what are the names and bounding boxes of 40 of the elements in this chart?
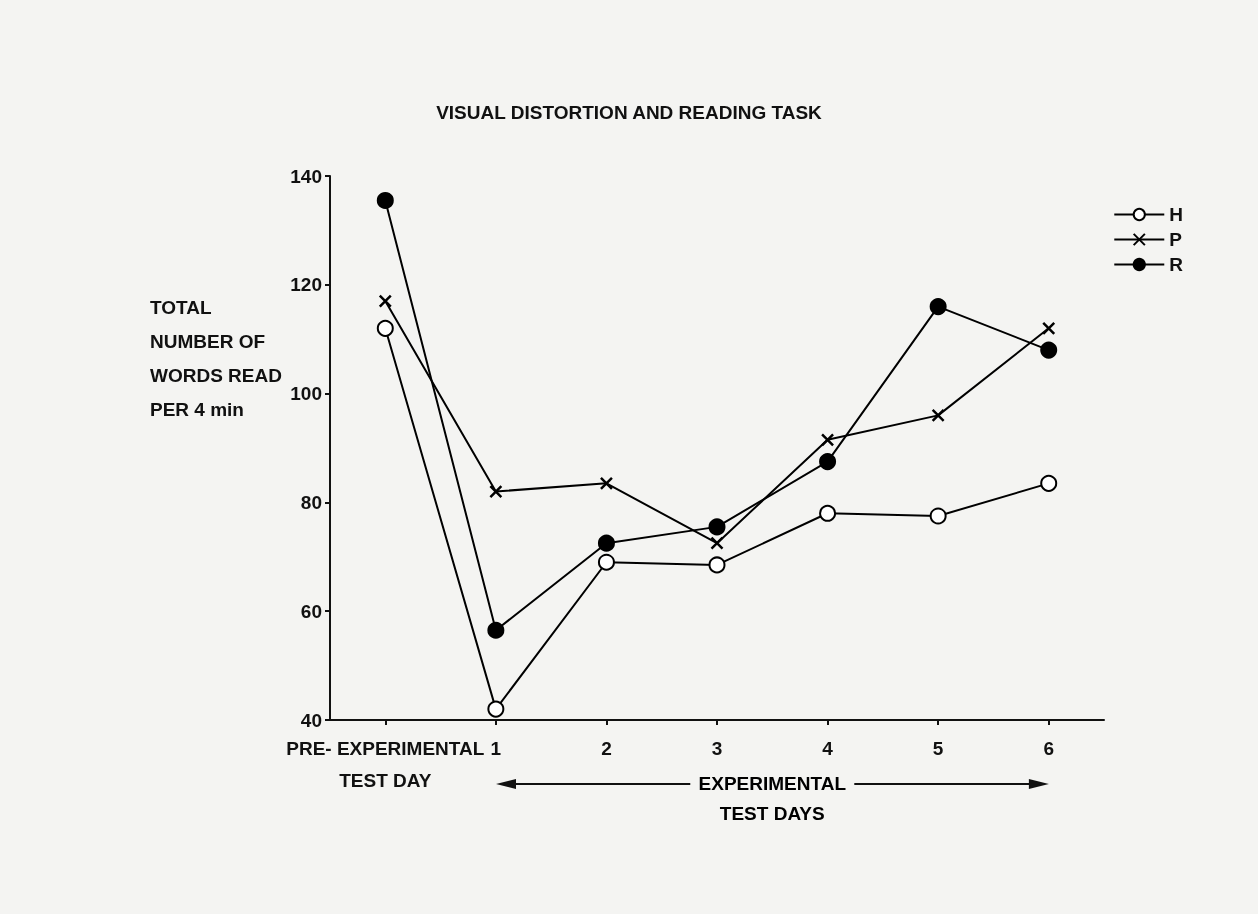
point bbox=[597, 534, 615, 552]
chart-title: VISUAL DISTORTION AND READING TASK bbox=[436, 102, 823, 123]
point bbox=[1040, 341, 1058, 359]
point bbox=[376, 319, 394, 337]
x-tick-label: 3 bbox=[711, 737, 723, 759]
point bbox=[708, 556, 726, 574]
point bbox=[599, 476, 614, 491]
point bbox=[378, 294, 393, 308]
x-tick-label: 1 bbox=[490, 737, 502, 759]
point bbox=[1040, 474, 1058, 492]
y-tick-label: 60 bbox=[300, 600, 322, 622]
y-tick-label: 120 bbox=[290, 274, 322, 296]
point bbox=[489, 484, 503, 499]
y-axis-title: TOTAL NUMBER OF WORDS READ PER 4 min bbox=[150, 296, 282, 420]
point bbox=[819, 504, 837, 522]
x-tick-label: 2 bbox=[601, 737, 612, 759]
point bbox=[376, 191, 394, 209]
legend-label: H bbox=[1169, 204, 1184, 225]
point bbox=[710, 536, 724, 550]
point bbox=[487, 700, 505, 718]
y-tick-label: 80 bbox=[300, 491, 322, 513]
y-tick-label: 40 bbox=[300, 709, 322, 731]
point bbox=[929, 507, 947, 525]
x-axis-title: EXPERIMENTAL TEST DAYS bbox=[690, 769, 854, 829]
x-tick-label: PRE- EXPERIMENTAL TEST DAY bbox=[286, 737, 485, 791]
point bbox=[597, 553, 615, 571]
point bbox=[487, 621, 505, 639]
point bbox=[708, 518, 726, 536]
point bbox=[931, 408, 945, 423]
x-tick-label: 6 bbox=[1043, 737, 1054, 759]
x-tick-label: 4 bbox=[822, 737, 834, 759]
point bbox=[820, 433, 835, 447]
point bbox=[1041, 321, 1056, 336]
y-tick-label: 100 bbox=[290, 383, 322, 405]
legend-label: P bbox=[1169, 229, 1183, 250]
point bbox=[819, 453, 837, 471]
y-tick-label: 140 bbox=[290, 165, 322, 187]
x-tick-label: 5 bbox=[932, 737, 944, 759]
legend-label: R bbox=[1169, 254, 1184, 275]
point bbox=[929, 298, 947, 316]
